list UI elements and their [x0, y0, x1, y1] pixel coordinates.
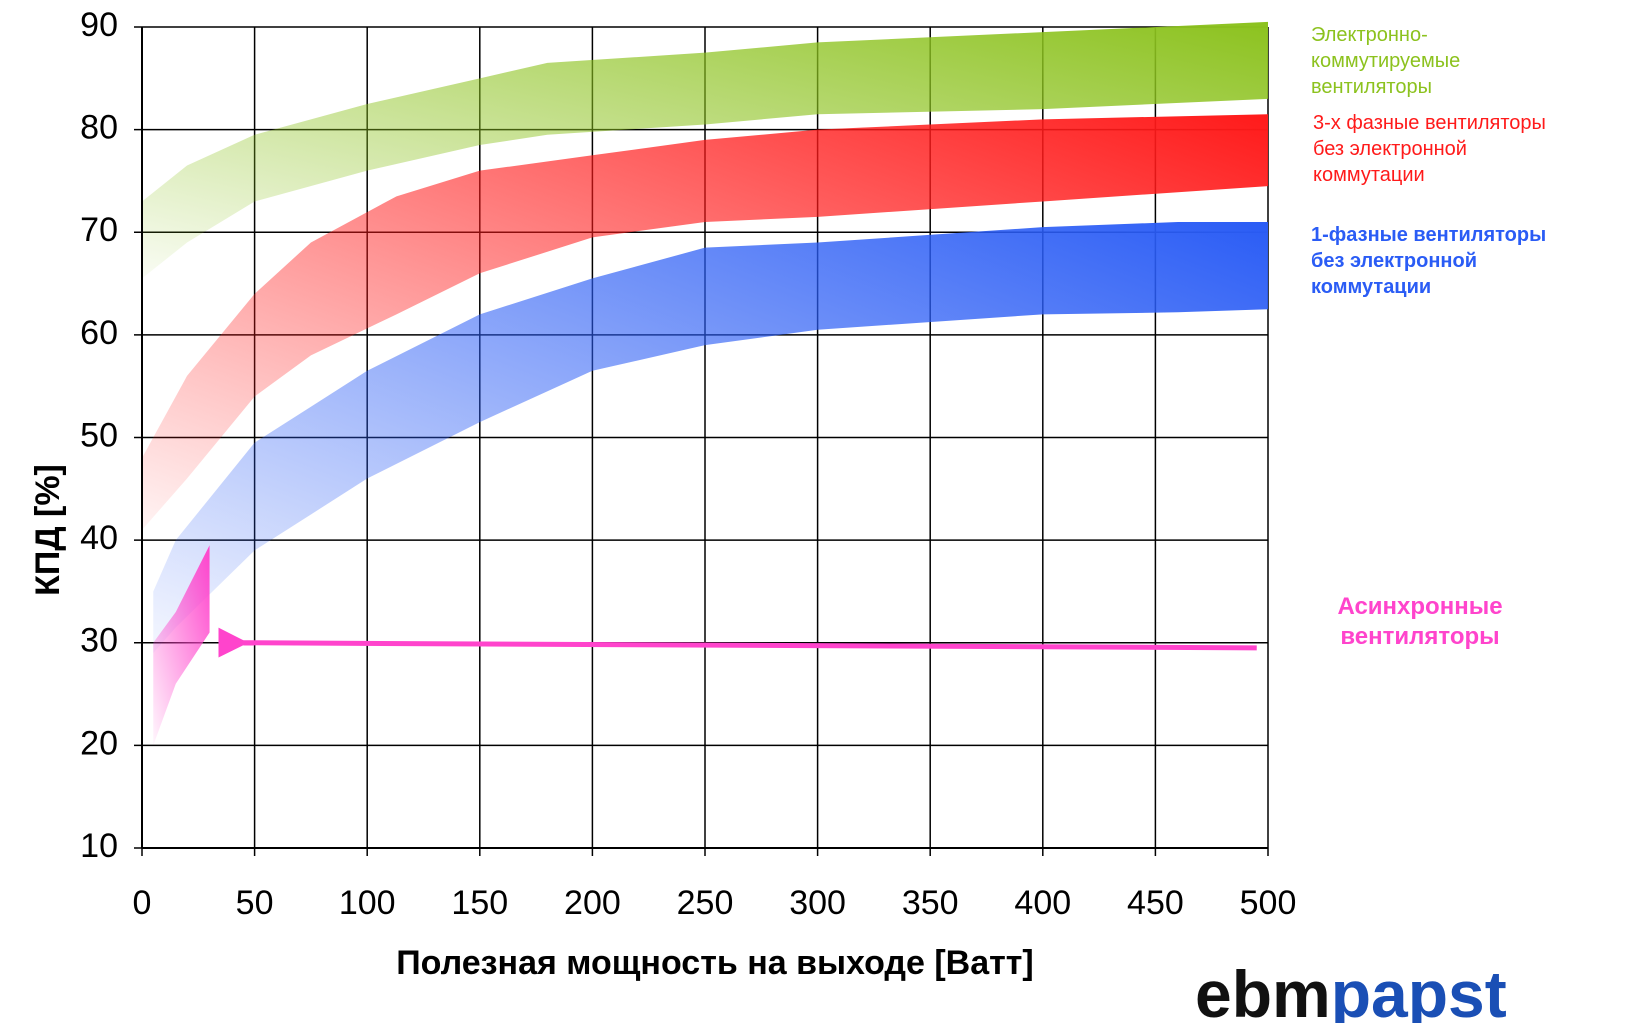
legend-label: Асинхронные вентиляторы	[1320, 592, 1520, 652]
x-axis-label: Полезная мощность на выходе [Ватт]	[396, 944, 1034, 982]
y-tick-label: 70	[80, 211, 118, 249]
x-tick-label: 500	[1240, 884, 1297, 922]
x-tick-label: 250	[677, 884, 734, 922]
x-tick-label: 200	[564, 884, 621, 922]
logo-part: ebm	[1195, 957, 1331, 1023]
x-tick-label: 400	[1014, 884, 1071, 922]
legend-label: 3-х фазные вентиляторы без электронной к…	[1313, 110, 1573, 188]
y-tick-label: 30	[80, 622, 118, 660]
x-tick-label: 100	[339, 884, 396, 922]
x-tick-label: 300	[789, 884, 846, 922]
legend-label: Электронно-коммутируемые вентиляторы	[1311, 22, 1511, 100]
x-tick-label: 450	[1127, 884, 1184, 922]
y-tick-label: 90	[80, 6, 118, 44]
x-tick-label: 0	[133, 884, 152, 922]
logo-part: papst	[1331, 957, 1507, 1023]
y-tick-label: 80	[80, 109, 118, 147]
x-tick-label: 350	[902, 884, 959, 922]
y-tick-label: 10	[80, 827, 118, 865]
logo: ebmpapst	[1195, 957, 1507, 1023]
x-tick-label: 50	[236, 884, 274, 922]
y-tick-label: 60	[80, 314, 118, 352]
y-tick-label: 20	[80, 724, 118, 762]
x-tick-label: 150	[451, 884, 508, 922]
page: КПД [%] Полезная мощность на выходе [Ват…	[0, 0, 1627, 1023]
legend-label: 1-фазные вентиляторы без электронной ком…	[1311, 222, 1571, 300]
y-tick-label: 40	[80, 519, 118, 557]
arrow	[243, 643, 1256, 648]
y-tick-label: 50	[80, 416, 118, 454]
y-axis-label: КПД [%]	[29, 464, 67, 596]
